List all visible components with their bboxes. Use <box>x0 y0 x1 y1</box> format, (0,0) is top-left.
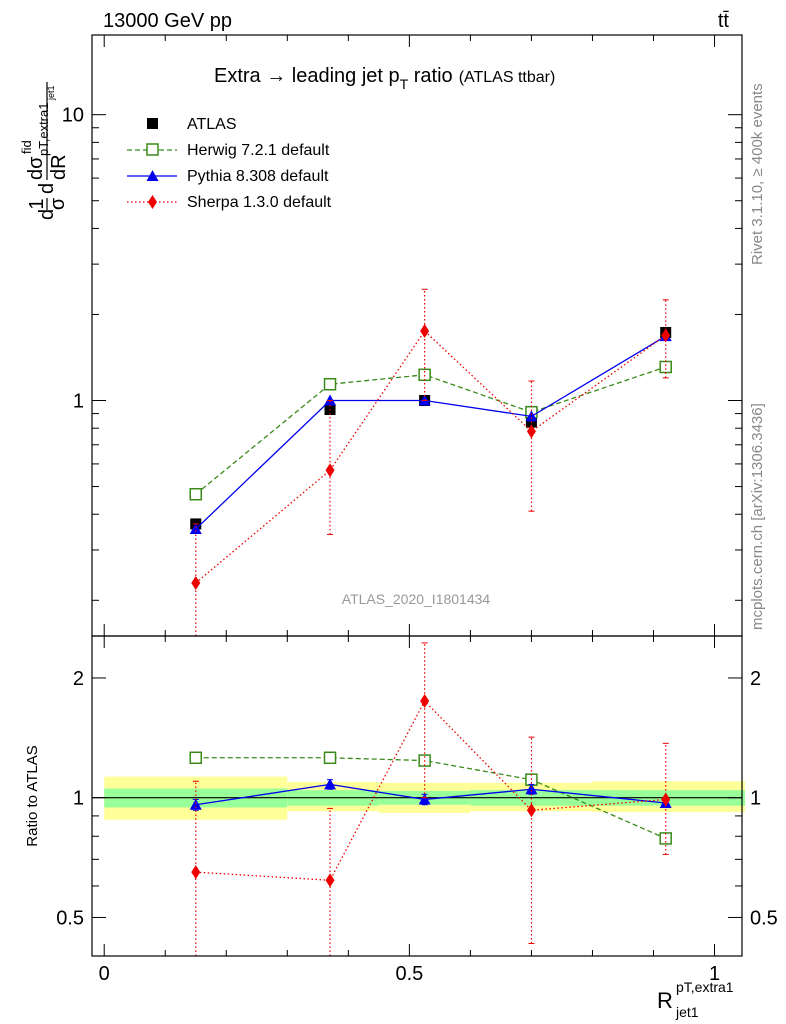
plot-title: Extra → leading jet pT ratio (ATLAS ttbar… <box>214 65 555 92</box>
svg-text:dσ: dσ <box>25 156 47 180</box>
main-y-tick-label: 10 <box>62 105 84 127</box>
ratio-y-tick-label: 1 <box>750 788 761 810</box>
svg-text:1: 1 <box>26 198 48 209</box>
pythia-main-point <box>525 410 538 422</box>
svg-text:pT,extra1: pT,extra1 <box>36 103 51 156</box>
pythia-main-point <box>189 523 202 535</box>
herwig-ratio-point <box>323 751 337 765</box>
ratio-y-tick-label: 0.5 <box>56 907 84 929</box>
sherpa-ratio-point <box>526 803 536 818</box>
sherpa-ratio-point <box>325 873 335 888</box>
svg-text:dR: dR <box>48 154 70 180</box>
svg-text:Herwig 7.2.1 default: Herwig 7.2.1 default <box>187 142 330 159</box>
legend-entry-atlas: ATLAS <box>147 116 237 133</box>
svg-text:jet1: jet1 <box>675 1004 699 1020</box>
sherpa-main-point <box>526 424 536 439</box>
collision-label: 13000 GeV pp <box>103 10 232 32</box>
pythia-ratio-point <box>189 798 202 810</box>
svg-text:jet1: jet1 <box>46 85 56 101</box>
x-axis-label: R pT,extra1 jet1 <box>657 979 734 1020</box>
x-tick-label: 0.5 <box>395 963 423 985</box>
main-panel <box>189 288 672 636</box>
sherpa-main-point <box>420 324 430 339</box>
x-tick-label: 0 <box>99 963 110 985</box>
sherpa-main-line <box>195 330 667 584</box>
svg-text:Sherpa 1.3.0 default: Sherpa 1.3.0 default <box>187 194 332 211</box>
svg-text:d: d <box>36 209 58 220</box>
rivet-version-label: Rivet 3.1.10, ≥ 400k events <box>749 83 766 265</box>
mcplots-label: mcplots.cern.ch [arXiv:1306.3436] <box>749 403 766 630</box>
svg-text:Pythia 8.308 default: Pythia 8.308 default <box>187 168 329 185</box>
analysis-watermark: ATLAS_2020_I1801434 <box>342 591 491 607</box>
main-y-axis-label: d 1 σ d dσ fid pT,extra1 jet1 dR <box>19 82 70 220</box>
svg-text:d: d <box>36 183 58 194</box>
sherpa-ratio-point <box>661 792 671 807</box>
ratio-y-tick-label: 2 <box>73 668 84 690</box>
herwig-main-point <box>189 487 203 501</box>
ratio-panel-frame <box>91 635 743 957</box>
pythia-main-line <box>195 335 667 530</box>
legend-entry-sherpa: Sherpa 1.3.0 default <box>127 194 332 211</box>
sherpa-ratio-point <box>420 694 430 709</box>
process-label: tt̄ <box>718 10 730 32</box>
ratio-y-tick-label: 1 <box>73 788 84 810</box>
sherpa-main-point <box>191 575 201 590</box>
sherpa-main-point <box>661 328 671 343</box>
ratio-y-tick-label: 0.5 <box>750 907 778 929</box>
legend: ATLAS Herwig 7.2.1 default Pythia 8.308 … <box>127 116 332 211</box>
main-y-tick-label: 1 <box>73 391 84 413</box>
legend-entry-herwig: Herwig 7.2.1 default <box>127 142 330 159</box>
x-tick-label: 1 <box>709 963 720 985</box>
sherpa-ratio-point <box>191 865 201 880</box>
herwig-main-point <box>323 377 337 391</box>
pythia-ratio-point <box>418 793 431 805</box>
pythia-ratio-point <box>525 783 538 795</box>
herwig-main-point <box>659 360 672 374</box>
svg-text:R: R <box>657 988 673 1013</box>
svg-text:σ: σ <box>47 197 69 210</box>
svg-text:pT,extra1: pT,extra1 <box>676 979 734 995</box>
svg-text:ATLAS: ATLAS <box>187 116 237 133</box>
ratio-y-tick-label: 2 <box>750 668 761 690</box>
herwig-ratio-point <box>189 751 203 765</box>
sherpa-main-point <box>325 463 335 478</box>
svg-text:fid: fid <box>19 140 34 154</box>
pythia-ratio-point <box>324 778 337 790</box>
ratio-y-axis-label: Ratio to ATLAS <box>24 745 41 846</box>
herwig-main-point <box>418 368 431 382</box>
legend-entry-pythia: Pythia 8.308 default <box>127 168 329 185</box>
ratio-panel <box>189 642 672 956</box>
